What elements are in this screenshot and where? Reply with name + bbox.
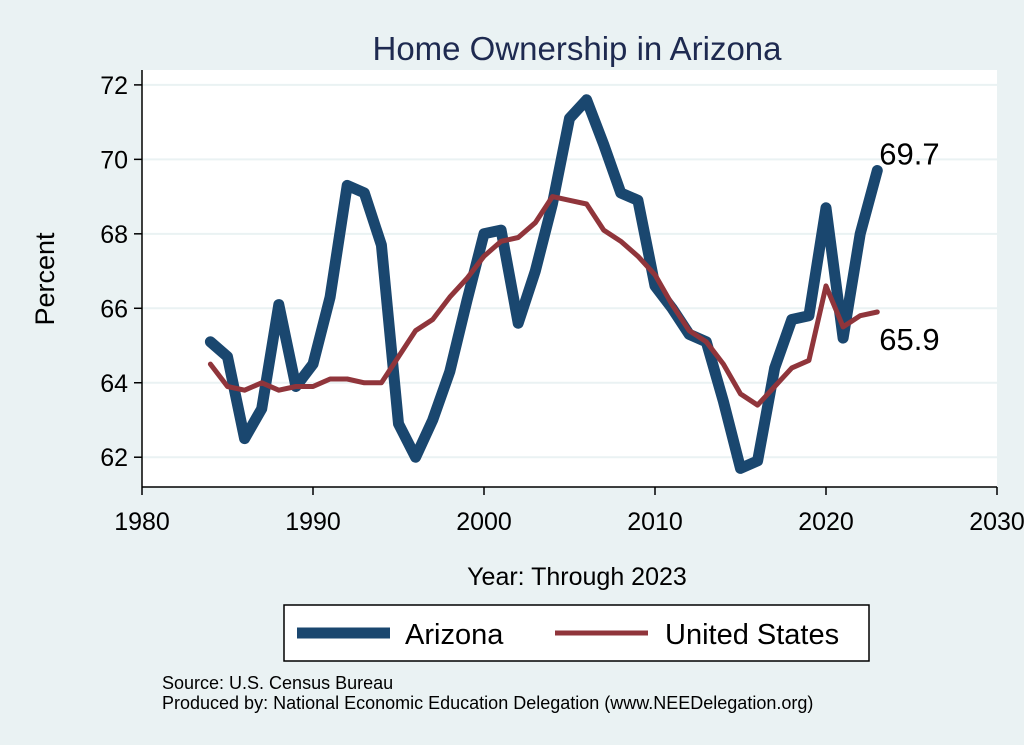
y-tick-label-64: 64	[100, 370, 128, 398]
y-tick-label-70: 70	[100, 146, 128, 174]
x-tick-label-2020: 2020	[798, 508, 854, 536]
x-tick-label-2010: 2010	[627, 508, 683, 536]
x-tick-label-1990: 1990	[285, 508, 341, 536]
chart-title: Home Ownership in Arizona	[372, 30, 782, 67]
y-axis-label: Percent	[30, 232, 60, 326]
x-tick-label-2000: 2000	[456, 508, 512, 536]
y-tick-label-62: 62	[100, 444, 128, 472]
x-axis-label: Year: Through 2023	[467, 563, 687, 591]
source-note: Source: U.S. Census Bureau	[162, 673, 394, 693]
legend-label-arizona: Arizona	[405, 619, 504, 651]
end-labels: 69.7 65.9	[879, 137, 939, 357]
producer-note: Produced by: National Economic Education…	[162, 693, 814, 713]
series-line-arizona	[204, 94, 883, 474]
legend: Arizona United States	[283, 604, 870, 662]
y-tick-label-68: 68	[100, 221, 128, 249]
axes: 62 64 66 68 70 72 1980 1990 2000 2010 2020 2030	[100, 70, 1024, 536]
series-line-united-states	[207, 194, 880, 408]
x-tick-label-2030: 2030	[969, 508, 1024, 536]
series-lines	[204, 94, 883, 474]
end-label-arizona: 69.7	[879, 137, 939, 172]
y-tick-label-66: 66	[100, 295, 128, 323]
end-label-united-states: 65.9	[879, 322, 939, 357]
x-tick-label-1980: 1980	[114, 508, 170, 536]
y-tick-label-72: 72	[100, 72, 128, 100]
legend-label-united-states: United States	[665, 619, 839, 651]
